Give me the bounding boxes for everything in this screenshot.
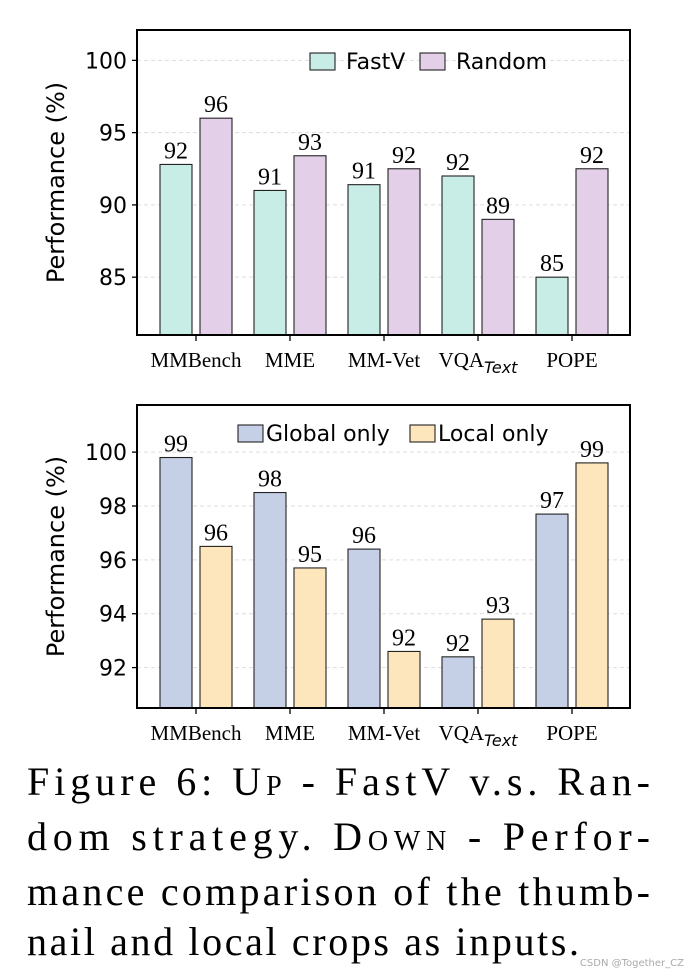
x-tick-label: MMBench xyxy=(151,721,242,745)
data-label: 95 xyxy=(298,542,322,568)
y-tick-label: 95 xyxy=(99,122,127,147)
data-label: 92 xyxy=(580,143,604,169)
bar-global-only xyxy=(441,656,475,709)
bar-random xyxy=(575,168,609,336)
data-label: 93 xyxy=(486,593,510,619)
caption: Figure 6: Up - FastV v.s. Ran- dom strat… xyxy=(27,759,650,964)
bar-fastv xyxy=(441,175,475,336)
data-label: 99 xyxy=(580,437,604,463)
bar-local-only xyxy=(293,567,327,709)
plot-frame xyxy=(136,29,631,336)
y-tick-label: 90 xyxy=(99,194,127,219)
y-tick-label: 100 xyxy=(85,441,127,466)
x-tick-label: MMBench xyxy=(151,348,242,372)
x-tick-label: MME xyxy=(265,721,315,745)
bar-global-only xyxy=(253,491,287,709)
x-tick-label: MM-Vet xyxy=(348,348,420,372)
y-tick-label: 94 xyxy=(99,603,127,628)
bar-global-only xyxy=(159,456,193,709)
bar-local-only xyxy=(387,650,421,709)
bar-global-only xyxy=(535,513,569,709)
data-label: 92 xyxy=(164,138,188,164)
legend-swatch xyxy=(309,52,336,71)
y-axis-label: Performance (%) xyxy=(42,456,70,657)
bar-fastv xyxy=(253,189,287,336)
data-label: 97 xyxy=(540,488,564,514)
bar-fastv xyxy=(347,184,381,336)
caption-line-1: Figure 6: Up - FastV v.s. Ran- xyxy=(27,759,650,804)
data-label: 99 xyxy=(164,432,188,458)
data-label: 92 xyxy=(392,625,416,651)
watermark: CSDN @Together_CZ xyxy=(580,958,684,969)
legend: FastV Random xyxy=(309,50,547,75)
caption-line-4: nail and local crops as inputs. xyxy=(27,919,579,964)
legend-label: Global only xyxy=(266,422,390,447)
caption-line-2: dom strategy. Down - Perfor- xyxy=(27,814,650,859)
bar-random xyxy=(387,168,421,336)
plot-frame xyxy=(136,404,631,709)
data-label: 93 xyxy=(298,130,322,156)
legend: Global only Local only xyxy=(237,422,549,447)
legend-label: FastV xyxy=(346,50,405,75)
bar-random xyxy=(481,218,515,336)
bar-random xyxy=(199,117,233,336)
data-label: 91 xyxy=(258,164,282,190)
y-tick-label: 92 xyxy=(99,657,127,682)
data-label: 89 xyxy=(486,193,510,219)
data-label: 98 xyxy=(258,467,282,493)
data-label: 92 xyxy=(392,143,416,169)
legend-swatch xyxy=(409,424,436,443)
bar-local-only xyxy=(199,545,233,709)
caption-line-3: mance comparison of the thumb- xyxy=(27,869,650,914)
data-label: 96 xyxy=(204,520,228,546)
x-tick-label: POPE xyxy=(546,348,597,372)
legend-label: Local only xyxy=(438,422,549,447)
legend-label: Random xyxy=(456,50,547,75)
data-label: 92 xyxy=(446,150,470,176)
x-tick-label: POPE xyxy=(546,721,597,745)
x-tick-label: MM-Vet xyxy=(348,721,420,745)
bar-global-only xyxy=(347,548,381,709)
y-tick-label: 85 xyxy=(99,266,127,291)
bar-local-only xyxy=(575,462,609,709)
y-tick-label: 100 xyxy=(85,49,127,74)
chart-top: 85 90 95 100 Performance (%) 92 96 MMBench 91 93 M… xyxy=(42,29,631,377)
data-label: 96 xyxy=(204,92,228,118)
data-label: 85 xyxy=(540,251,564,277)
bar-fastv xyxy=(159,163,193,336)
y-tick-label: 96 xyxy=(99,549,127,574)
x-tick-label: VQAText xyxy=(439,348,519,377)
bar-fastv xyxy=(535,276,569,336)
bar-local-only xyxy=(481,618,515,709)
y-tick-label: 98 xyxy=(99,495,127,520)
y-axis-label: Performance (%) xyxy=(42,82,70,283)
data-label: 91 xyxy=(352,159,376,185)
data-label: 92 xyxy=(446,631,470,657)
data-label: 96 xyxy=(352,523,376,549)
x-tick-label: VQAText xyxy=(439,721,519,750)
x-tick-label: MME xyxy=(265,348,315,372)
bar-random xyxy=(293,155,327,336)
legend-swatch xyxy=(237,424,264,443)
legend-swatch xyxy=(419,52,446,71)
chart-bottom: 92 94 96 98 100 Performance (%) 99 96 MMBench 98 9… xyxy=(42,404,631,750)
